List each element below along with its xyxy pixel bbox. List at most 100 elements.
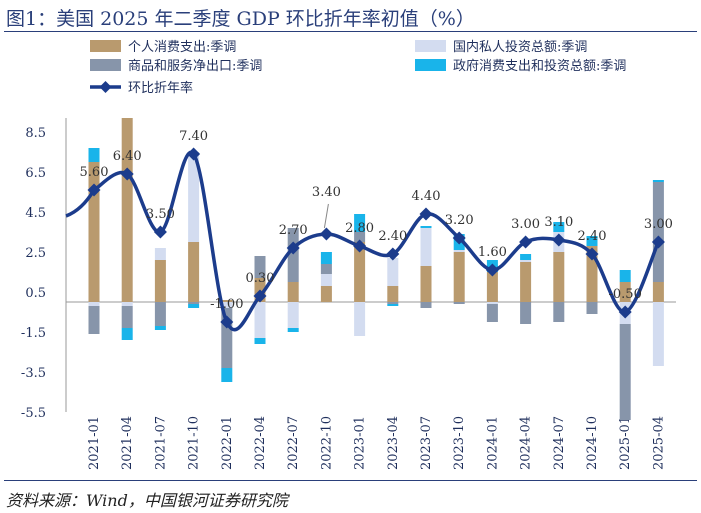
growth-line-marker [120,167,134,181]
bar-investment [188,152,200,242]
bar-net_exports [453,302,465,304]
bar-net_exports [254,256,266,278]
y-tick-label: 0.5 [25,286,46,301]
y-tick-label: 2.5 [25,246,46,261]
growth-line-marker [552,233,566,247]
bar-government [586,236,598,246]
data-label: 4.40 [412,189,441,204]
growth-line-marker [651,235,665,249]
legend-swatch-consumption [90,40,121,52]
bar-series [88,118,664,420]
bar-government [320,252,332,264]
growth-line-marker [618,305,632,319]
x-tick-label: 2022-07 [286,416,301,470]
bar-consumption [652,282,664,302]
data-label: -1.00 [210,297,243,312]
bar-consumption [586,246,598,302]
legend-swatch-net_exports [90,59,121,71]
growth-line-marker [353,239,367,253]
bar-investment [88,302,100,306]
bar-investment [221,302,233,308]
growth-line-marker [519,235,533,249]
data-label: 2.40 [378,229,407,244]
bar-consumption [121,118,133,302]
bar-government [121,328,133,340]
legend-label-growth_line: 环比折年率 [128,80,193,96]
bar-net_exports [121,306,133,328]
source-note: 资料来源：Wind，中国银河证券研究院 [6,491,288,510]
x-tick-label: 2023-04 [386,416,401,470]
legend-label-net_exports: 商品和服务净出口:季调 [128,58,262,74]
bar-net_exports [586,302,598,314]
growth-line-marker [187,147,201,161]
x-tick-label: 2024-04 [519,416,534,470]
bar-government [287,328,299,332]
bar-government [652,180,664,182]
bar-consumption [553,252,565,302]
bar-net_exports [320,264,332,274]
chart-axes: 8.5 6.5 4.5 2.5 0.5 -1.5 -3.5 -5.5 2021-01 2021-0… [21,118,676,470]
growth-line-marker [253,289,267,303]
bar-investment [420,228,432,266]
legend-label-consumption: 个人消费支出:季调 [128,40,236,55]
bar-investment [453,250,465,252]
x-tick-label: 2024-10 [585,416,600,470]
bar-government [520,254,532,260]
bar-investment [652,302,664,366]
y-tick-label: 4.5 [25,206,46,221]
x-tick-label: 2022-10 [319,416,334,470]
data-label: 3.00 [644,217,673,232]
bar-government [88,148,100,162]
bar-investment [320,274,332,286]
bar-net_exports [221,308,233,368]
growth-line-marker [87,183,101,197]
bar-government [387,304,399,306]
data-label: 2.80 [345,221,374,236]
bar-net_exports [520,302,532,324]
footer-rule [4,480,697,481]
data-labels: 5.60 6.40 3.50 7.40 -1.000.30 2.70 3.40 2.80 2.4… [80,129,673,312]
legend-marker-growth-line [99,81,112,93]
data-label: 2.70 [279,223,308,238]
y-tick-label: -1.5 [21,326,46,341]
bar-consumption [221,300,233,302]
bar-consumption [188,242,200,302]
bar-consumption [387,286,399,302]
y-tick-label: -3.5 [21,366,46,381]
bar-net_exports [486,304,498,322]
bar-government [354,214,366,232]
bar-net_exports [619,324,631,420]
bar-net_exports [652,182,664,282]
growth-line-marker [419,207,433,221]
bar-investment [254,302,266,338]
data-label: 2.40 [578,229,607,244]
x-tick-label: 2021-07 [153,416,168,470]
data-label: 1.60 [478,245,507,260]
data-label: 3.00 [511,217,540,232]
bar-net_exports [553,302,565,322]
bar-government [553,222,565,232]
bar-net_exports [287,228,299,282]
legend-label-government: 政府消费支出和投资总额:季调 [453,58,626,74]
x-tick-label: 2025-04 [651,416,666,470]
data-label: 0.30 [246,271,275,286]
data-label: 7.40 [179,129,208,144]
title-rule [4,31,697,32]
x-tick-label: 2023-10 [452,416,467,470]
bar-consumption [520,262,532,302]
x-tick-label: 2022-04 [253,416,268,470]
data-label: -0.50 [609,287,642,302]
legend-label-investment: 国内私人投资总额:季调 [453,39,587,55]
bar-investment [154,248,166,260]
bar-net_exports [354,232,366,242]
bar-consumption [320,286,332,302]
x-tick-label: 2024-07 [552,416,567,470]
y-tick-label: -5.5 [21,406,46,421]
bar-consumption [354,242,366,302]
x-tick-label: 2021-04 [120,416,135,470]
bar-consumption [486,272,498,302]
bar-investment [121,302,133,306]
data-label: 3.40 [312,185,341,200]
